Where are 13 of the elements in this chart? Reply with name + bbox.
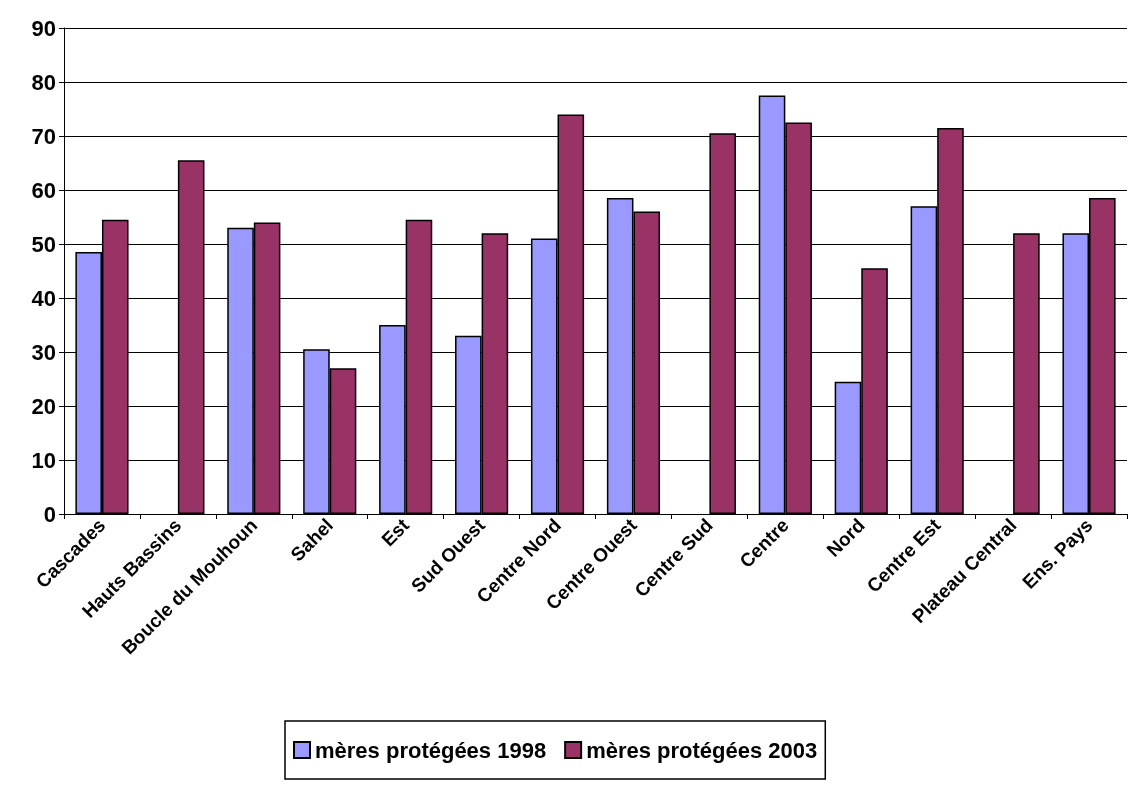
x-tick-label: Est — [377, 514, 414, 551]
y-tick-label: 70 — [31, 123, 56, 149]
y-tick-label: 0 — [43, 501, 56, 527]
y-tick-label: 40 — [31, 285, 56, 311]
y-tick-label: 50 — [31, 231, 56, 257]
legend-label: mères protégées 2003 — [586, 737, 818, 763]
y-tick-label: 80 — [31, 69, 56, 95]
y-tick-label: 90 — [31, 15, 56, 41]
y-tick-label: 20 — [31, 393, 56, 419]
legend-label: mères protégées 1998 — [315, 737, 547, 763]
y-tick-label: 10 — [31, 447, 56, 473]
y-tick-label: 60 — [31, 177, 56, 203]
y-tick-label: 30 — [31, 339, 56, 365]
